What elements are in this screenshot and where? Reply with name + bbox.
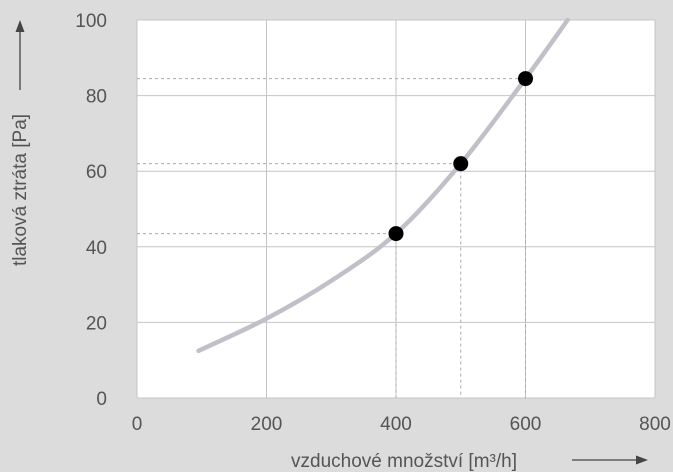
x-axis-title: vzduchové množství [m³/h] — [291, 451, 517, 472]
series-layer — [196, 17, 570, 354]
tick-layer: 0 200 400 600 800 0 20 40 60 80 100 — [75, 11, 671, 435]
x-tick-label: 200 — [251, 414, 283, 435]
data-point — [518, 71, 533, 87]
y-tick-label: 40 — [86, 238, 107, 259]
data-point — [453, 156, 469, 172]
y-tick-label: 60 — [86, 162, 107, 183]
data-point — [388, 226, 404, 242]
y-axis-title: tlaková ztráta [Pa] — [10, 114, 31, 266]
x-tick-label: 0 — [132, 414, 143, 435]
y-tick-label: 0 — [96, 389, 107, 410]
y-tick-label: 100 — [75, 11, 107, 32]
x-tick-label: 800 — [639, 414, 671, 435]
y-axis-arrow-head — [15, 20, 25, 32]
y-tick-label: 80 — [86, 87, 107, 108]
x-tick-label: 600 — [510, 414, 542, 435]
x-tick-label: 400 — [380, 414, 412, 435]
x-axis-arrow-head — [636, 455, 648, 465]
guide-layer — [137, 78, 526, 398]
y-tick-label: 20 — [86, 313, 107, 334]
